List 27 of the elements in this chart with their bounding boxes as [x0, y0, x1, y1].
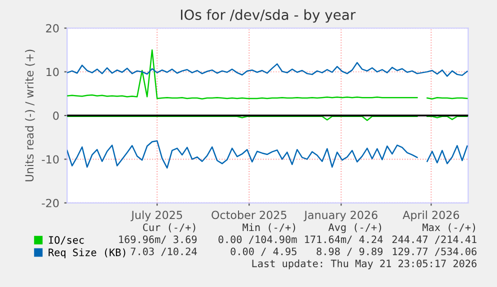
line-series: [67, 62, 468, 77]
text: 0.00 / 4.95: [230, 248, 296, 256]
text: 244.47 /214.41: [392, 236, 476, 244]
y-tick-label: -20: [42, 198, 59, 208]
legend-label: IO/sec: [48, 236, 84, 245]
y-tick-label: 0: [53, 111, 59, 120]
text: 169.96m/ 3.69: [119, 236, 197, 244]
text: Min (-/+): [242, 223, 296, 232]
text: Cur (-/+): [143, 223, 196, 232]
text: 0.00 /104.90m: [218, 236, 297, 244]
text: Avg (-/+): [328, 223, 382, 234]
y-axis-title: Units read (-) / write (+): [25, 50, 35, 182]
text: 171.64m/ 4.24: [305, 236, 383, 244]
y-tick-label: 20: [46, 24, 59, 33]
legend-label: Req Size (KB): [48, 248, 126, 258]
chart-title: IOs for /dev/sda - by year: [181, 9, 356, 23]
y-tick-label: -10: [42, 155, 59, 164]
x-tick-label: July 2025: [130, 210, 182, 222]
text: 8.98 / 9.89: [316, 248, 382, 256]
text: 7.03 /10.24: [130, 248, 197, 256]
x-tick-label: April 2026: [402, 210, 460, 222]
text: Max (-/+): [422, 223, 476, 232]
text: 129.77 /534.06: [392, 248, 476, 256]
text: Last update: Thu May 21 23:05:17 2026: [252, 259, 476, 270]
x-tick-label: January 2026: [304, 210, 378, 222]
y-tick-label: 10: [46, 68, 59, 76]
x-tick-label: October 2025: [212, 210, 286, 220]
